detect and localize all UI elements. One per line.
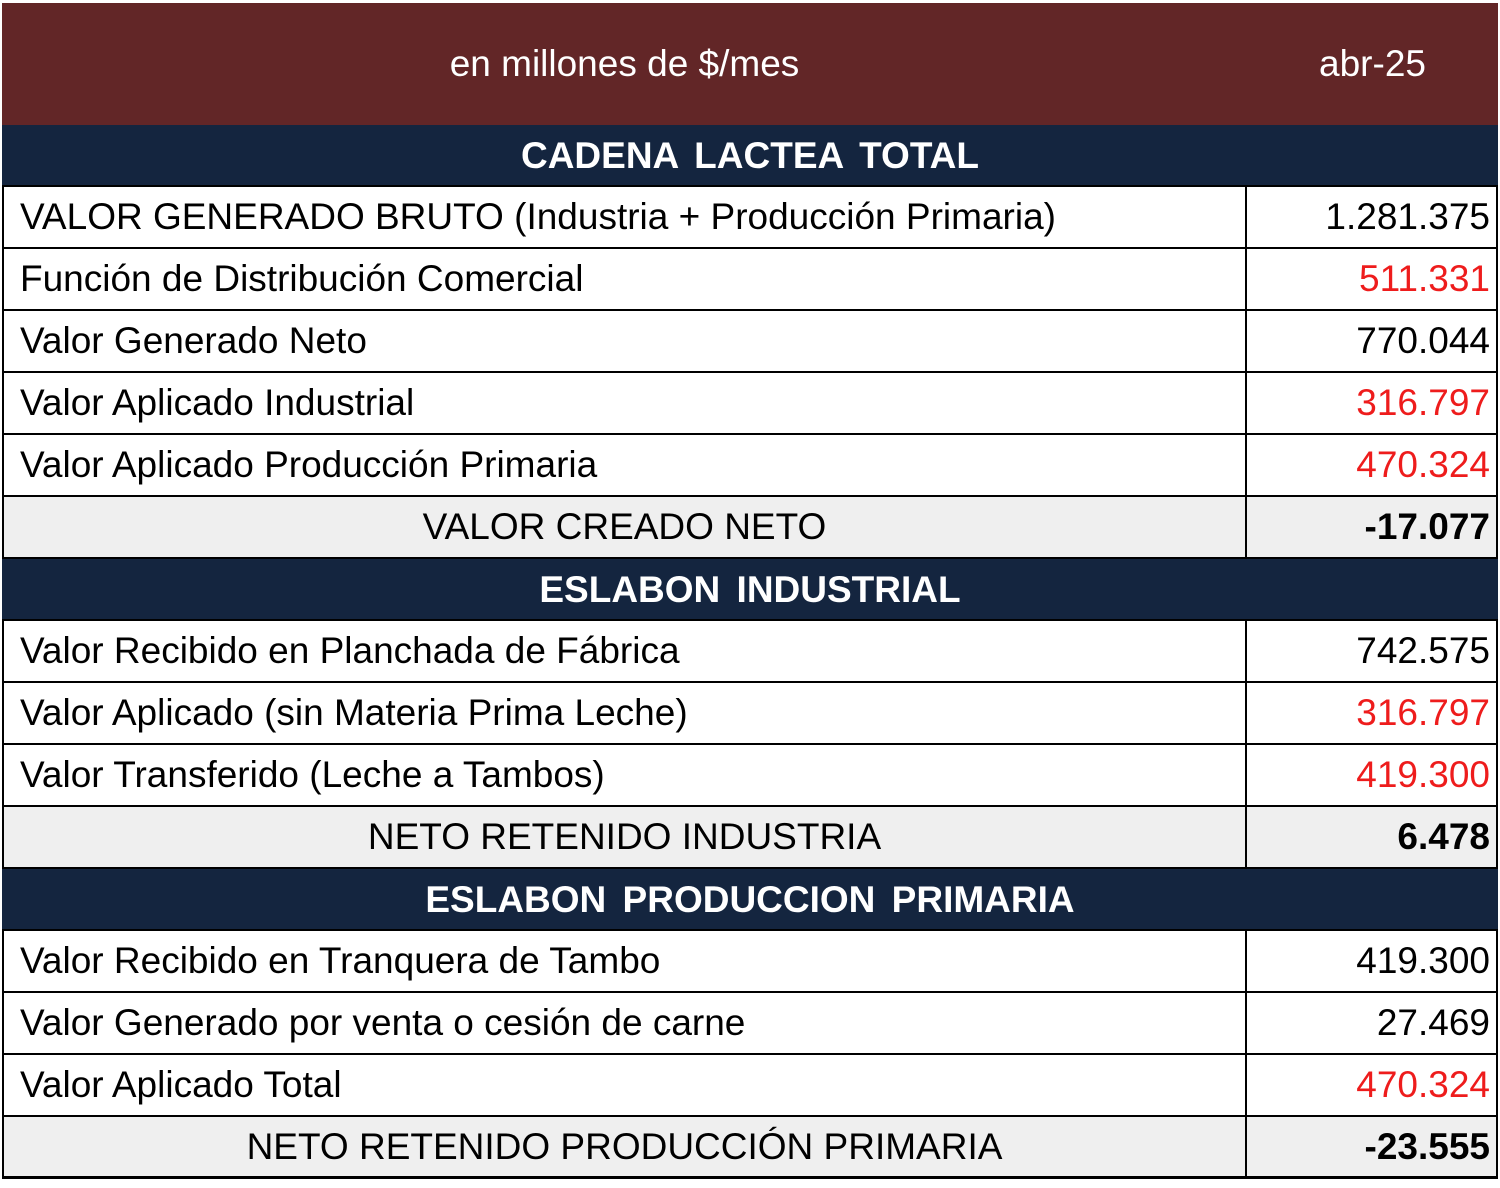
section-header: CADENA LACTEA TOTAL xyxy=(2,125,1498,187)
value-chain-table: en millones de $/mes abr-25 CADENA LACTE… xyxy=(2,3,1498,1179)
total-value: 6.478 xyxy=(1397,816,1490,857)
table-row: Valor Generado Neto 770.044 xyxy=(2,311,1498,373)
row-value: 27.469 xyxy=(1376,1002,1490,1043)
table-row: Valor Generado por venta o cesión de car… xyxy=(2,993,1498,1055)
row-value: 419.300 xyxy=(1356,754,1490,795)
row-label: Valor Generado Neto xyxy=(4,311,1247,371)
row-label: Valor Recibido en Planchada de Fábrica xyxy=(4,621,1247,681)
table-row: Función de Distribución Comercial 511.331 xyxy=(2,249,1498,311)
row-value: 470.324 xyxy=(1356,1064,1490,1105)
row-label: Valor Aplicado (sin Materia Prima Leche) xyxy=(4,683,1247,743)
total-value: -17.077 xyxy=(1364,506,1491,547)
unit-caption: en millones de $/mes xyxy=(449,43,800,84)
row-value: 770.044 xyxy=(1356,320,1490,361)
table-row: Valor Transferido (Leche a Tambos) 419.30… xyxy=(2,745,1498,807)
row-value: 470.324 xyxy=(1356,444,1490,485)
total-label: VALOR CREADO NETO xyxy=(4,497,1247,557)
section-header: ESLABON INDUSTRIAL xyxy=(2,559,1498,621)
row-label: Valor Transferido (Leche a Tambos) xyxy=(4,745,1247,805)
row-value: 742.575 xyxy=(1356,630,1490,671)
row-value: 316.797 xyxy=(1356,382,1490,423)
row-value: 316.797 xyxy=(1356,692,1490,733)
total-row: VALOR CREADO NETO -17.077 xyxy=(2,497,1498,559)
table-header: en millones de $/mes abr-25 xyxy=(2,3,1498,125)
row-label: VALOR GENERADO BRUTO (Industria + Produc… xyxy=(4,187,1247,247)
row-value: 419.300 xyxy=(1356,940,1490,981)
total-row: NETO RETENIDO INDUSTRIA 6.478 xyxy=(2,807,1498,869)
table-body: CADENA LACTEA TOTAL VALOR GENERADO BRUTO … xyxy=(2,125,1498,1179)
table-row: Valor Aplicado Total 470.324 xyxy=(2,1055,1498,1117)
row-label: Valor Generado por venta o cesión de car… xyxy=(4,993,1247,1053)
row-label: Valor Aplicado Industrial xyxy=(4,373,1247,433)
table-row: Valor Recibido en Planchada de Fábrica 74… xyxy=(2,621,1498,683)
total-value: -23.555 xyxy=(1364,1126,1491,1167)
row-label: Valor Recibido en Tranquera de Tambo xyxy=(4,931,1247,991)
row-label: Valor Aplicado Producción Primaria xyxy=(4,435,1247,495)
total-row: NETO RETENIDO PRODUCCIÓN PRIMARIA -23.555 xyxy=(2,1117,1498,1179)
row-label: Función de Distribución Comercial xyxy=(4,249,1247,309)
row-value: 511.331 xyxy=(1359,258,1490,299)
row-label: Valor Aplicado Total xyxy=(4,1055,1247,1115)
row-value: 1.281.375 xyxy=(1325,196,1490,237)
section-header: ESLABON PRODUCCION PRIMARIA xyxy=(2,869,1498,931)
table-row: Valor Aplicado (sin Materia Prima Leche)… xyxy=(2,683,1498,745)
total-label: NETO RETENIDO PRODUCCIÓN PRIMARIA xyxy=(4,1117,1247,1176)
period-label: abr-25 xyxy=(1319,43,1426,84)
table-row: Valor Recibido en Tranquera de Tambo 419.… xyxy=(2,931,1498,993)
total-label: NETO RETENIDO INDUSTRIA xyxy=(4,807,1247,867)
table-row: Valor Aplicado Industrial 316.797 xyxy=(2,373,1498,435)
table-row: VALOR GENERADO BRUTO (Industria + Produc… xyxy=(2,187,1498,249)
table-row: Valor Aplicado Producción Primaria 470.32… xyxy=(2,435,1498,497)
